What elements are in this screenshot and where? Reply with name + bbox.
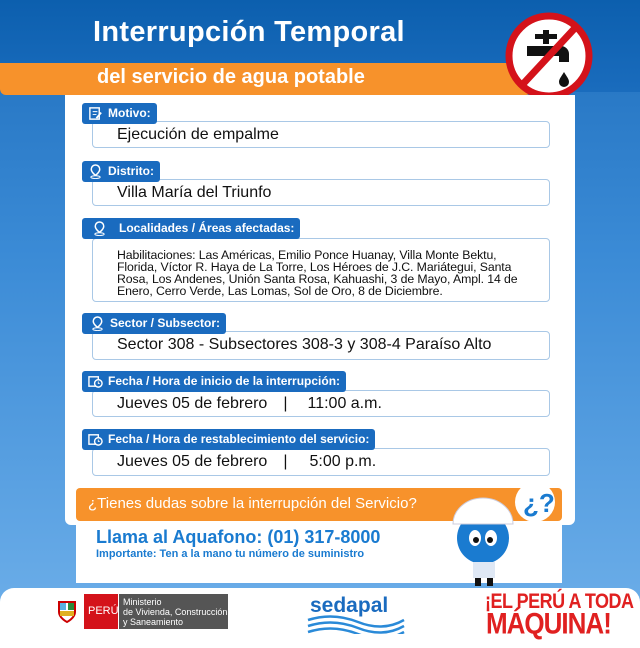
- slogan-line-2: MÁQUINA!: [486, 606, 612, 641]
- distrito-label: Distrito:: [82, 161, 160, 182]
- location-pin-icon: [94, 221, 105, 236]
- ministry-badge: Ministerio de Vivienda, Construcción y San…: [118, 594, 228, 629]
- ministry-line: de Vivienda, Construcción: [123, 607, 228, 617]
- subtitle-band: [0, 63, 530, 95]
- clipboard-edit-icon: [89, 107, 102, 120]
- page-subtitle: del servicio de agua potable: [97, 66, 365, 88]
- inicio-time: 11:00 a.m.: [307, 395, 382, 412]
- separator: |: [283, 453, 288, 470]
- localidades-value: Habilitaciones: Las Américas, Emilio Pon…: [92, 238, 550, 302]
- location-pin-icon: [92, 316, 103, 331]
- sector-value: Sector 308 - Subsectores 308-3 y 308-4 P…: [92, 331, 550, 360]
- inicio-label: Fecha / Hora de inicio de la interrupció…: [82, 371, 347, 392]
- motivo-value: Ejecución de empalme: [92, 121, 550, 148]
- calendar-clock-icon: [88, 376, 103, 388]
- ministry-line: y Saneamiento: [123, 617, 184, 627]
- page-title: Interrupción Temporal: [93, 16, 405, 48]
- inicio-value: Jueves 05 de febrero | 11:00 a.m.: [92, 390, 550, 417]
- location-pin-icon: [90, 164, 101, 179]
- motivo-label: Motivo:: [82, 103, 157, 124]
- aquafono-phone: Llama al Aquafono: (01) 317-8000: [96, 527, 381, 547]
- sector-label: Sector / Subsector:: [82, 313, 227, 334]
- label-text: Fecha / Hora de restablecimiento del ser…: [108, 432, 370, 446]
- restablecimiento-value: Jueves 05 de febrero | 5:00 p.m.: [92, 448, 550, 476]
- peru-badge: PERÚ: [84, 594, 119, 629]
- ministry-line: Ministerio: [123, 597, 162, 607]
- mascot-icon: ¿?: [452, 482, 555, 586]
- slogan-line-1: ¡EL PERÚ A TODA: [485, 589, 634, 613]
- important-note: Importante: Ten a la mano tu número de s…: [96, 548, 365, 560]
- label-text: Localidades / Áreas afectadas:: [119, 221, 295, 235]
- restablecimiento-date: Jueves 05 de febrero: [117, 453, 268, 470]
- sedapal-waves-icon: [307, 615, 405, 634]
- distrito-value: Villa María del Triunfo: [92, 179, 550, 206]
- label-text: Fecha / Hora de inicio de la interrupció…: [108, 374, 341, 388]
- inicio-date: Jueves 05 de febrero: [117, 395, 268, 412]
- localidades-label: Localidades / Áreas afectadas:: [82, 218, 301, 239]
- calendar-clock-icon: [88, 434, 103, 446]
- no-water-tap-icon: [505, 12, 593, 100]
- sedapal-logo: sedapal: [310, 594, 389, 617]
- restablecimiento-label: Fecha / Hora de restablecimiento del ser…: [82, 429, 376, 450]
- peru-coat-of-arms-icon: [58, 601, 76, 624]
- label-text: Motivo:: [108, 106, 151, 120]
- label-text: Distrito:: [108, 164, 154, 178]
- separator: |: [283, 395, 288, 412]
- label-text: Sector / Subsector:: [110, 316, 221, 330]
- restablecimiento-time: 5:00 p.m.: [309, 453, 377, 470]
- mascot-bubble-text: ¿?: [523, 488, 555, 518]
